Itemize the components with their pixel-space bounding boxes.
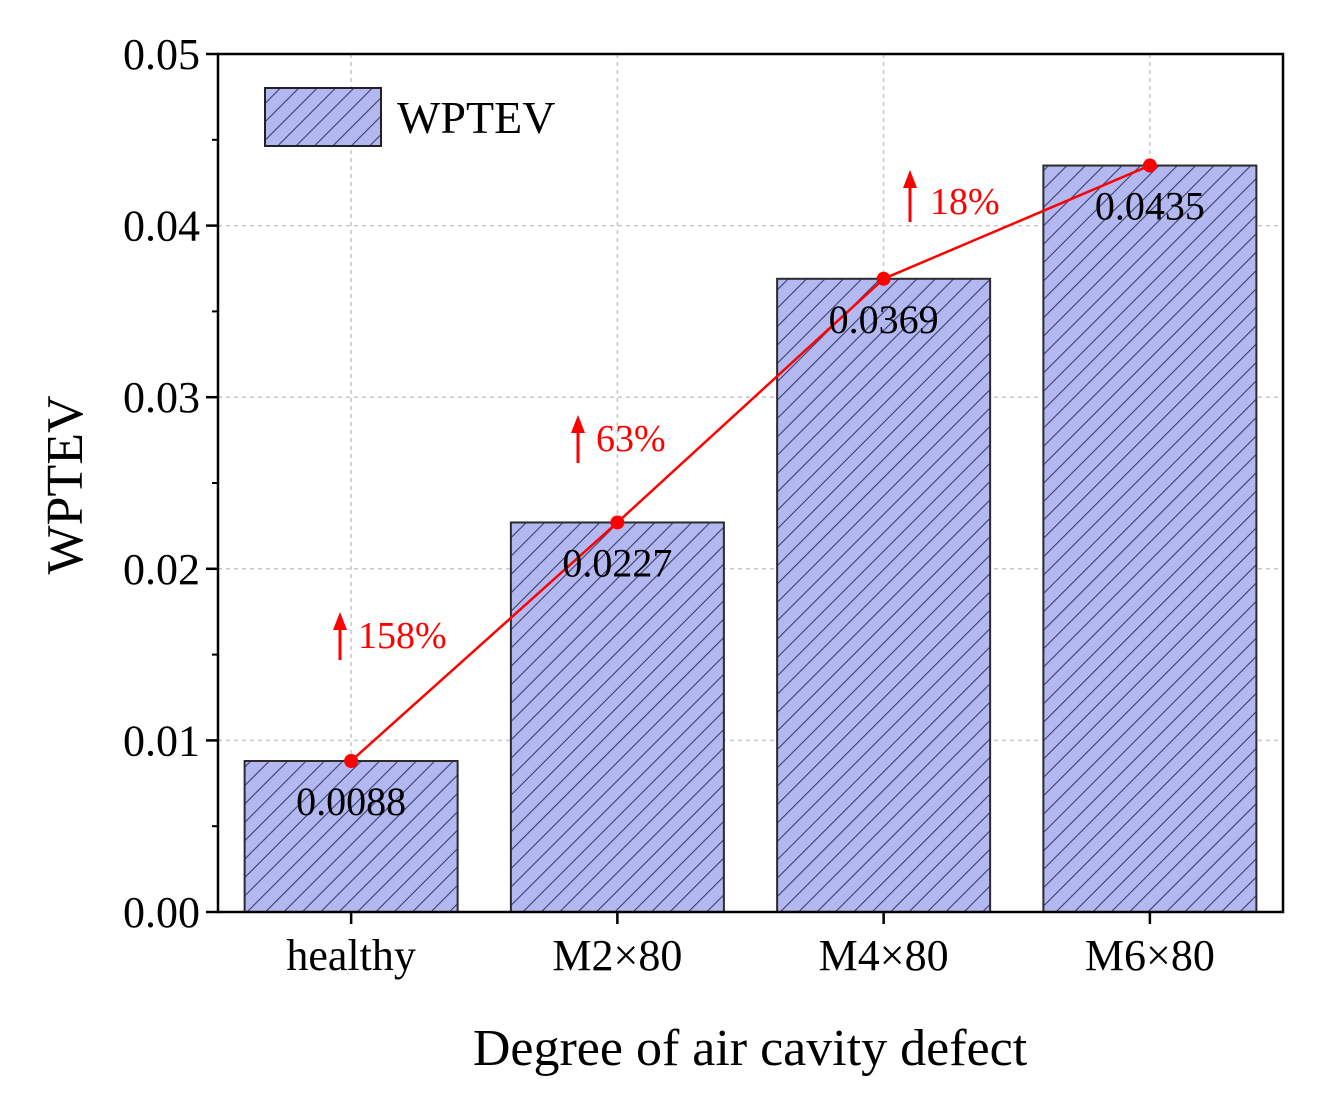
bar-value-label-1: 0.0227 [562,540,672,585]
legend-label: WPTEV [397,92,555,143]
bar-value-label-2: 0.0369 [829,297,939,342]
y-tick-label: 0.03 [123,373,200,422]
increase-arrow-head-1 [571,415,585,433]
trend-line-layer [344,158,1157,768]
labels-layer: 0.0088 0.0227 0.0369 0.0435 158% 63% 18% [296,170,1205,824]
trend-point-0 [344,753,359,768]
increase-arrow-head-2 [903,170,917,188]
bar-value-label-3: 0.0435 [1095,184,1205,229]
x-tick-label: M4×80 [819,931,949,980]
bar-value-label-0: 0.0088 [296,779,406,824]
bar-2 [776,277,992,913]
trend-point-1 [610,515,625,530]
x-tick-label: M6×80 [1085,931,1215,980]
y-tick-label: 0.05 [123,30,200,79]
y-tick-label: 0.00 [123,888,200,937]
increase-label-2: 18% [930,181,1000,223]
trend-point-2 [876,271,891,286]
x-tick-label: M2×80 [552,931,682,980]
bar-3 [1042,164,1258,914]
y-tick-label: 0.02 [123,545,200,594]
y-tick-label: 0.01 [123,716,200,765]
axes-layer: 0.00 0.01 0.02 0.03 0.04 0.05 healthy M2×80 M4×8… [123,30,1285,980]
increase-label-0: 158% [358,615,447,657]
x-tick-label: healthy [286,931,416,980]
legend-swatch [264,87,382,147]
y-tick-label: 0.04 [123,202,200,251]
increase-arrow-head-0 [333,612,347,630]
trend-point-3 [1142,158,1157,173]
trend-line [350,164,1151,762]
x-axis-title: Degree of air cavity defect [473,1020,1028,1077]
legend: WPTEV [264,87,555,147]
bar-0 [243,759,459,913]
y-axis-title: WPTEV [37,395,94,574]
increase-label-1: 63% [596,418,666,460]
bars-layer [243,164,1258,914]
